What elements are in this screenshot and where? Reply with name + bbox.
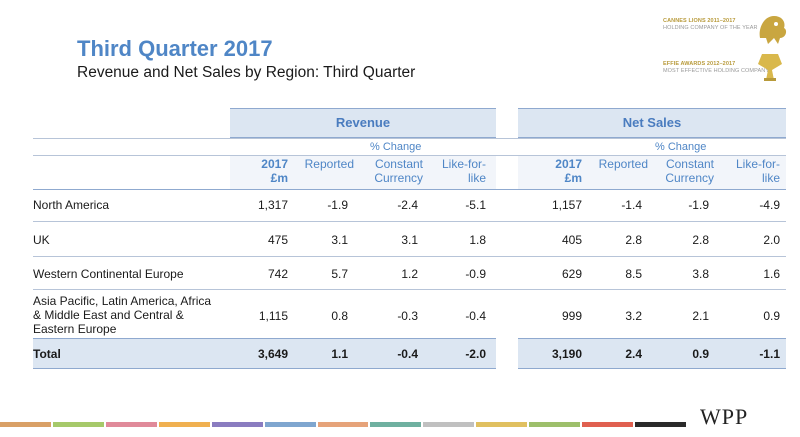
net-sales-col-like-for-like: Like-for-like [735, 157, 780, 185]
total-label: Total [33, 347, 61, 361]
net-sales-col-2017: 2017 £m [555, 157, 582, 185]
table-cell: -0.3 [397, 309, 418, 323]
total-cell: -2.0 [465, 347, 486, 361]
table-cell: 3.1 [331, 233, 348, 247]
table-cell: 3.1 [401, 233, 418, 247]
table-cell: 8.5 [625, 267, 642, 281]
table-row-region: Asia Pacific, Latin America, Africa & Mi… [33, 294, 212, 336]
total-cell: 1.1 [331, 347, 348, 361]
revenue-pct-change-label: % Change [370, 141, 422, 153]
footer-strip-segment [635, 422, 686, 427]
table-cell: -1.4 [621, 198, 642, 212]
table-cell: 1,115 [258, 309, 288, 323]
table-cell: 3.2 [625, 309, 642, 323]
table-cell: 0.8 [331, 309, 348, 323]
row-rule [33, 221, 786, 222]
wpp-logo: WPP [700, 404, 749, 429]
footer-strip-segment [52, 422, 104, 427]
page-title: Third Quarter 2017 [77, 36, 273, 61]
table-row-region: UK [33, 233, 50, 247]
table-cell: -0.4 [465, 309, 486, 323]
table-cell: -5.1 [465, 198, 486, 212]
table-cell: 999 [561, 309, 582, 323]
awards-badges: CANNES LIONS 2011–2017 HOLDING COMPANY OF… [655, 8, 795, 88]
table-cell: 2.1 [692, 309, 709, 323]
net-sales-colhead-bg [518, 156, 786, 189]
total-cell: 0.9 [692, 347, 709, 361]
table-cell: -2.4 [397, 198, 418, 212]
footer-strip-segment [317, 422, 369, 427]
total-cell: -0.4 [397, 347, 418, 361]
pct-rule [33, 155, 786, 156]
table-cell: 405 [561, 233, 582, 247]
total-cell: 3,190 [551, 347, 582, 361]
footer-strip-segment [529, 422, 581, 427]
revenue-col-reported: Reported [304, 157, 354, 171]
table-cell: 1,317 [257, 198, 288, 212]
total-row-bg [33, 338, 496, 369]
table-cell: 629 [561, 267, 582, 281]
table-cell: 2.0 [763, 233, 780, 247]
total-cell: 3,649 [257, 347, 288, 361]
footer-strip-segment [264, 422, 316, 427]
footer-strip-segment [105, 422, 157, 427]
table-cell: 475 [267, 233, 288, 247]
footer-strip-segment [423, 422, 475, 427]
table-cell: 0.9 [763, 309, 780, 323]
row-rule [33, 256, 786, 257]
net-sales-col-constant-currency: Constant Currency [665, 157, 714, 185]
net-sales-header-band [518, 108, 786, 138]
revenue-col-constant-currency: Constant Currency [374, 157, 423, 185]
table-cell: 1,157 [551, 198, 582, 212]
table-cell: -1.9 [327, 198, 348, 212]
total-row-bg [518, 338, 786, 369]
total-cell: 2.4 [625, 347, 642, 361]
revenue-col-like-for-like: Like-for-like [441, 157, 486, 185]
colhead-rule [33, 189, 786, 190]
footer-strip-segment [582, 422, 634, 427]
footer-strip-segment [0, 422, 51, 427]
net-sales-header: Net Sales [622, 115, 682, 130]
table-cell: 2.8 [692, 233, 709, 247]
table-cell: 742 [267, 267, 288, 281]
table-cell: 5.7 [331, 267, 348, 281]
revenue-col-2017: 2017 £m [261, 157, 288, 185]
table-row-region: North America [33, 198, 110, 212]
footer-strip-segment [476, 422, 528, 427]
footer-strip-segment [158, 422, 210, 427]
table-row-region: Western Continental Europe [33, 267, 184, 281]
page-subtitle: Revenue and Net Sales by Region: Third Q… [77, 64, 416, 81]
header-rule [33, 138, 786, 139]
table-cell: 2.8 [625, 233, 642, 247]
table-cell: -1.9 [688, 198, 709, 212]
effie-trophy-icon [758, 54, 782, 81]
revenue-colhead-bg [230, 156, 496, 189]
revenue-header: Revenue [335, 115, 391, 130]
effie-award-text: EFFIE AWARDS 2012–2017 MOST EFFECTIVE HOL… [663, 61, 770, 74]
table-cell: 1.2 [401, 267, 418, 281]
table-cell: 3.8 [692, 267, 709, 281]
cannes-lion-icon [759, 16, 787, 44]
total-cell: -1.1 [759, 347, 780, 361]
net-sales-pct-change-label: % Change [655, 141, 707, 153]
revenue-header-band [230, 108, 496, 138]
cannes-award-text: CANNES LIONS 2011–2017 HOLDING COMPANY OF… [663, 18, 758, 31]
row-rule [33, 289, 786, 290]
footer-strip-segment [211, 422, 263, 427]
table-cell: -0.9 [465, 267, 486, 281]
net-sales-col-reported: Reported [598, 157, 648, 171]
table-cell: -4.9 [759, 198, 780, 212]
table-cell: 1.8 [469, 233, 486, 247]
footer-strip-segment [370, 422, 422, 427]
table-cell: 1.6 [763, 267, 780, 281]
